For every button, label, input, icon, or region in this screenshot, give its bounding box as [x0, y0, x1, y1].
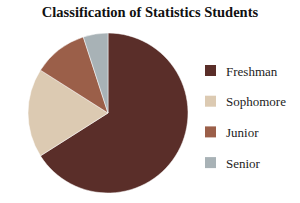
legend-swatch — [205, 157, 216, 168]
legend-swatch — [205, 126, 216, 137]
slice — [83, 33, 108, 113]
legend-swatch — [205, 96, 216, 107]
chart: Classification of Statistics Students Fre… — [0, 0, 300, 203]
legend: Freshman Sophomore Junior Senior — [205, 64, 286, 171]
legend-label: Sophomore — [226, 94, 286, 109]
legend-label: Junior — [226, 125, 259, 140]
pie — [28, 33, 188, 193]
legend-label: Senior — [226, 156, 261, 171]
legend-swatch — [205, 65, 216, 76]
title: Classification of Statistics Students — [42, 4, 259, 20]
legend-label: Freshman — [226, 64, 278, 79]
